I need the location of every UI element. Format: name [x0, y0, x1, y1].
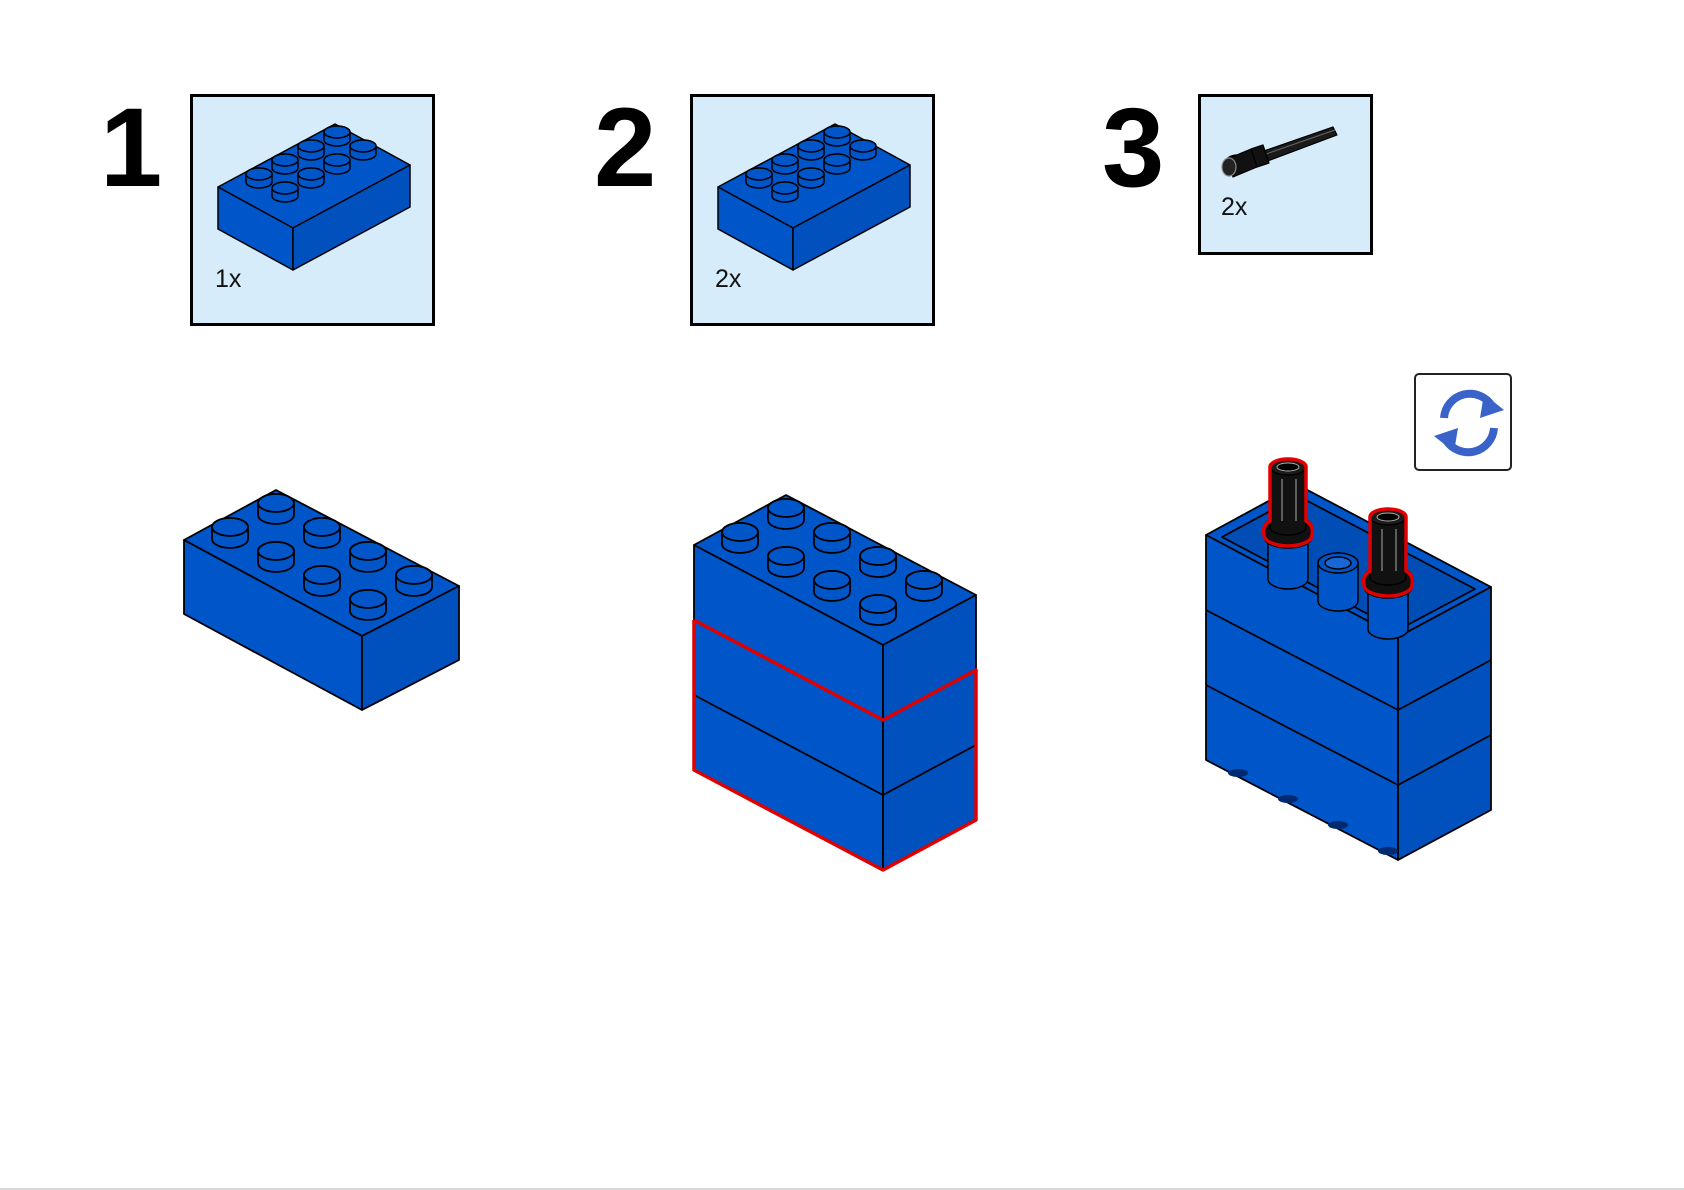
- rotate-model-icon: [1434, 389, 1504, 457]
- step-number: 2: [594, 85, 657, 210]
- brick-2x4-part-icon: [717, 123, 911, 271]
- step-1-model-brick: [183, 489, 460, 711]
- page-bottom-divider: [0, 1188, 1684, 1190]
- parts-callout: 2x: [1198, 94, 1373, 255]
- step-2-model-brick-stack: [692, 494, 978, 872]
- parts-callout: 1x: [190, 94, 435, 326]
- rotate-model-button[interactable]: [1414, 373, 1512, 471]
- part-quantity: 2x: [715, 265, 742, 293]
- brick-2x4-part-icon: [217, 123, 411, 271]
- long-pin-part-icon: [1221, 126, 1338, 178]
- step-number: 1: [100, 85, 163, 210]
- part-quantity: 2x: [1221, 193, 1248, 221]
- step-3-model-brick-stack-with-pins: [1205, 457, 1492, 861]
- parts-callout: 2x: [690, 94, 935, 326]
- step-number: 3: [1102, 85, 1165, 210]
- part-quantity: 1x: [215, 265, 242, 293]
